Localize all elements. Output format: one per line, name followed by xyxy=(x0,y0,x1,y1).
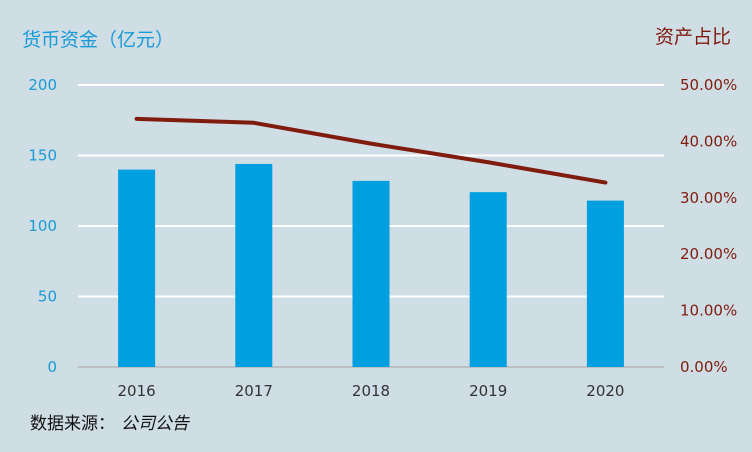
bar xyxy=(118,169,156,367)
right-tick-label: 0.00% xyxy=(680,358,728,376)
ratio-line xyxy=(134,116,608,185)
source-note: 数据来源： 公司公告 xyxy=(30,414,191,434)
right-tick-label: 30.00% xyxy=(680,189,737,207)
left-tick-label: 100 xyxy=(28,217,57,235)
source-value: 公司公告 xyxy=(121,414,191,434)
bar xyxy=(586,200,624,367)
x-tick-label: 2019 xyxy=(469,382,507,400)
right-axis-ticks: 0.00% 10.00% 20.00% 30.00% 40.00% 50.00% xyxy=(680,76,737,376)
x-tick-label: 2020 xyxy=(586,382,624,400)
bar xyxy=(235,163,273,367)
line-series xyxy=(134,116,608,185)
bar-series xyxy=(118,163,624,367)
right-tick-label: 40.00% xyxy=(680,132,737,150)
x-axis-ticks: 2016 2017 2018 2019 2020 xyxy=(118,382,625,400)
right-axis-title: 资产占比 xyxy=(655,26,731,48)
x-tick-label: 2017 xyxy=(235,382,273,400)
right-tick-label: 10.00% xyxy=(680,302,737,320)
source-label: 数据来源： xyxy=(30,414,115,434)
right-tick-label: 20.00% xyxy=(680,245,737,263)
left-tick-label: 150 xyxy=(28,147,57,165)
left-tick-label: 200 xyxy=(28,76,57,94)
left-axis-title: 货币资金（亿元） xyxy=(22,29,174,51)
left-axis-ticks: 0 50 100 150 200 xyxy=(28,76,57,376)
bar xyxy=(352,180,390,367)
bar xyxy=(469,192,507,367)
left-tick-label: 0 xyxy=(47,358,57,376)
x-tick-label: 2018 xyxy=(352,382,390,400)
right-tick-label: 50.00% xyxy=(680,76,737,94)
x-tick-label: 2016 xyxy=(118,382,156,400)
left-tick-label: 50 xyxy=(38,288,57,306)
